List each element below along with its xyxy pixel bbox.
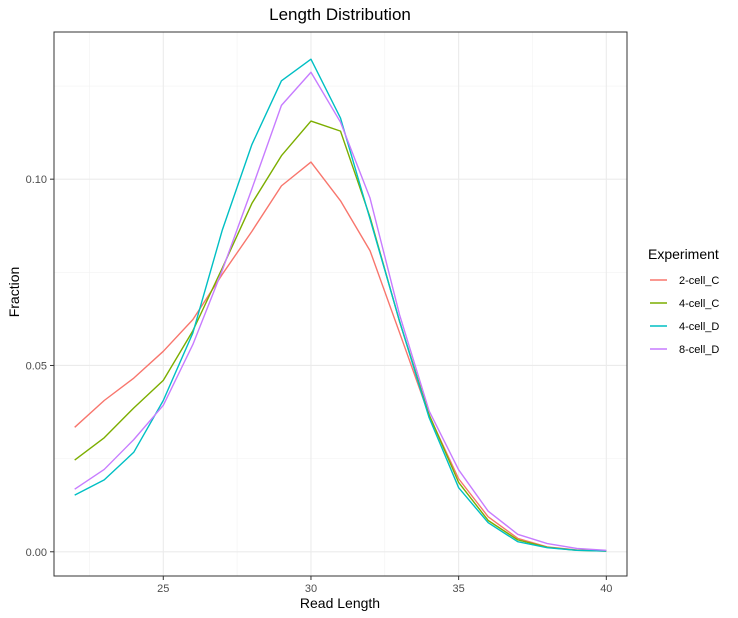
legend: Experiment 2-cell_C 4-cell_C 4-cell_D 8-cel…	[648, 246, 719, 356]
x-tick-label: 30	[305, 583, 317, 595]
series-line-2-cell_C	[74, 161, 607, 552]
y-tick-label: 0.10	[26, 174, 47, 186]
plot-panel	[53, 31, 628, 577]
panel-background	[54, 32, 627, 576]
series-line-8-cell_D	[74, 71, 607, 551]
x-axis: 25 30 35 40	[157, 576, 612, 595]
legend-label-4-cell_D: 4-cell_D	[679, 321, 719, 333]
x-tick-label: 35	[453, 583, 465, 595]
series-line-4-cell_D	[74, 58, 607, 552]
x-tick-label: 25	[157, 583, 169, 595]
y-tick-label: 0.05	[26, 360, 47, 372]
y-tick-label: 0.00	[26, 547, 47, 559]
y-axis: 0.00 0.05 0.10	[26, 174, 54, 559]
y-axis-label: Fraction	[6, 267, 22, 318]
x-axis-label: Read Length	[300, 595, 380, 611]
legend-title: Experiment	[648, 246, 719, 262]
series-line-4-cell_C	[74, 120, 607, 552]
x-tick-label: 40	[600, 583, 612, 595]
legend-label-2-cell_C: 2-cell_C	[679, 275, 719, 287]
legend-label-4-cell_C: 4-cell_C	[679, 298, 719, 310]
legend-label-8-cell_D: 8-cell_D	[679, 344, 719, 356]
chart-title: Length Distribution	[269, 5, 411, 24]
panel-border	[53, 31, 628, 577]
